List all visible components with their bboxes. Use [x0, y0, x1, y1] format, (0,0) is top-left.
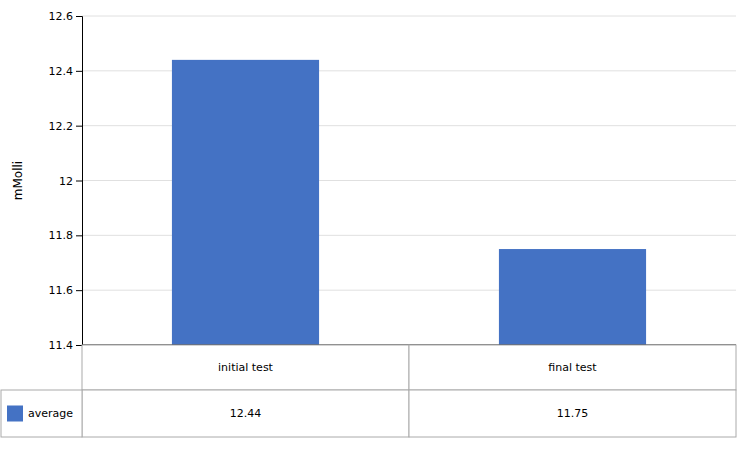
y-tick-label: 12	[59, 175, 73, 188]
y-tick-label: 11.4	[49, 339, 74, 352]
table-cell	[409, 390, 736, 437]
y-axis: 11.4 11.6 11.8 12 12.2 12.4 12.6	[49, 10, 83, 352]
bar	[172, 60, 319, 345]
table-cell	[82, 390, 409, 437]
y-tick-label: 12.4	[49, 65, 74, 78]
y-tick-label: 11.8	[49, 229, 74, 242]
y-tick-mark	[76, 181, 82, 182]
y-tick: 12.4	[49, 65, 83, 78]
bars	[172, 60, 646, 345]
table-cell	[1, 390, 82, 437]
y-axis-title: mMolli	[11, 161, 25, 200]
y-tick: 12	[59, 175, 82, 188]
y-axis-line	[76, 17, 83, 346]
data-label: 11.75	[557, 407, 589, 420]
y-tick-mark	[76, 126, 82, 127]
y-tick-label: 11.6	[49, 284, 74, 297]
legend-swatch	[7, 406, 23, 422]
category-label: final test	[548, 361, 597, 374]
grid	[82, 16, 736, 345]
y-tick-label: 12.2	[49, 120, 74, 133]
y-tick: 12.2	[49, 120, 83, 133]
y-tick: 11.4	[49, 339, 83, 352]
y-tick-mark	[76, 16, 82, 17]
bar	[499, 249, 646, 345]
table-cell	[82, 345, 409, 390]
grid-line	[82, 16, 736, 17]
table-cell	[409, 345, 736, 390]
category-label: initial test	[218, 361, 274, 374]
y-tick: 11.8	[49, 229, 83, 242]
chart: 11.4 11.6 11.8 12 12.2 12.4 12.6 mMolli initial …	[0, 0, 752, 451]
y-tick-mark	[76, 235, 82, 236]
y-tick: 11.6	[49, 284, 83, 297]
legend-label: average	[28, 407, 73, 420]
y-tick-mark	[76, 290, 82, 291]
y-tick: 12.6	[49, 10, 83, 23]
y-tick-mark	[76, 71, 82, 72]
data-table: initial test 12.44 final test 11.75 average	[1, 345, 736, 437]
data-label: 12.44	[230, 407, 262, 420]
y-tick-mark	[76, 345, 82, 346]
legend: average	[7, 406, 73, 422]
y-tick-label: 12.6	[49, 10, 74, 23]
